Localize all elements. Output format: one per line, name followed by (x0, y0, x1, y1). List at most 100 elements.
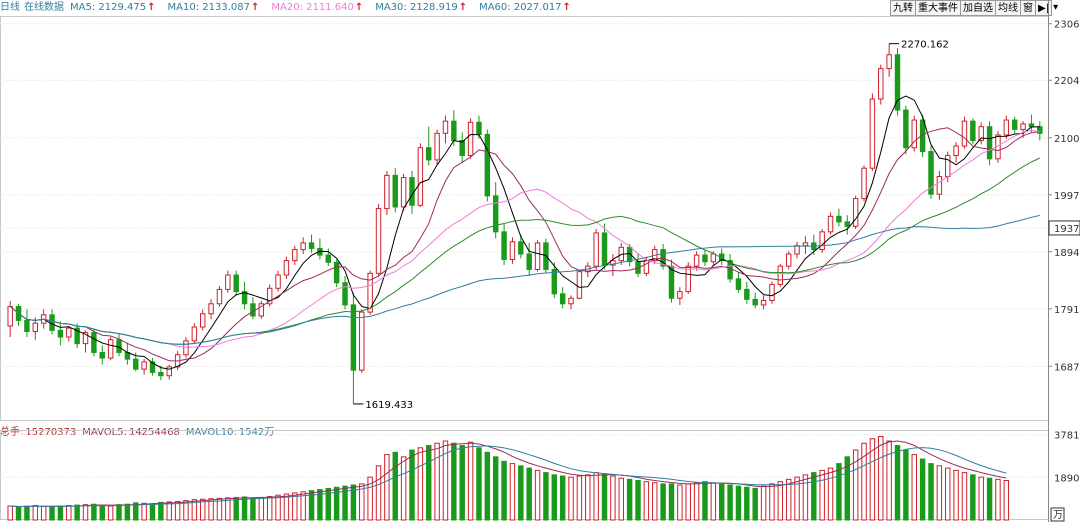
candle-body (133, 358, 139, 370)
volume-bar (49, 506, 55, 521)
volume-bar (509, 463, 516, 521)
volume-bar (40, 505, 47, 521)
candle-body (744, 288, 750, 300)
volume-bar (559, 475, 566, 521)
volume-bar (451, 442, 457, 521)
candle-body (384, 174, 390, 210)
candle-body (961, 120, 968, 147)
volume-bar (32, 505, 39, 521)
candle-body (526, 253, 532, 270)
candle-body (794, 245, 800, 255)
candle-body (945, 154, 951, 177)
candle-body (191, 326, 198, 342)
candle-body (467, 121, 474, 156)
candle-body (936, 175, 943, 195)
current-price-box (1048, 220, 1080, 236)
volume-bar (693, 482, 700, 521)
candle-body (576, 271, 583, 299)
volume-bar (342, 485, 348, 521)
candle-body (308, 242, 315, 249)
candle-body (610, 260, 616, 266)
volume-bar (400, 456, 407, 521)
candle-body (760, 299, 767, 306)
volume-bar (618, 477, 624, 521)
ma5-value: 2129.475 (98, 2, 147, 13)
volume-bar (317, 489, 323, 521)
volume-bar (702, 481, 708, 521)
volume-bar (292, 492, 298, 521)
volume-bar (166, 501, 172, 521)
candle-body (978, 126, 984, 142)
volume-bar (852, 449, 859, 521)
candle-body (82, 332, 89, 345)
price-axis-label: 2100 (1054, 134, 1079, 145)
candle-body (233, 274, 239, 293)
volume-bar (7, 505, 13, 521)
volume-bar (367, 476, 373, 521)
volume-bar (149, 503, 156, 521)
mavol10-line (10, 445, 1007, 508)
volume-bar (760, 485, 767, 521)
volume-bar (585, 474, 591, 521)
candle-body (903, 109, 909, 149)
volume-bar (133, 502, 139, 521)
volume-bar (199, 498, 206, 521)
volume-bar (685, 483, 691, 521)
volume-bar (919, 458, 926, 521)
candle-body (166, 366, 172, 377)
data-source-label: 在线数据 (24, 2, 64, 13)
volume-bar (802, 474, 809, 521)
candle-body (141, 361, 147, 370)
volume-bar (986, 477, 993, 521)
volume-bar (417, 447, 424, 521)
mavol5-value: 14254468 (128, 427, 180, 438)
volume-bar (216, 497, 223, 521)
ma10-value: 2133.087 (202, 2, 250, 13)
volume-bar (191, 499, 198, 521)
candle-body (568, 297, 574, 305)
candle-body (149, 361, 156, 373)
mavol5-line (10, 440, 1007, 508)
candle-body (99, 351, 105, 359)
candle-body (970, 120, 976, 142)
candle-body (685, 265, 691, 293)
volume-bar (626, 478, 633, 521)
ma20-label: MA20: (271, 2, 303, 13)
volume-bar (66, 505, 72, 521)
volume-bar (250, 497, 256, 521)
candle-body (91, 332, 97, 353)
candle-body (626, 246, 633, 263)
candle-body (400, 177, 407, 208)
price-axis-label: 2306 (1054, 20, 1079, 31)
chevron-down-icon[interactable]: ▾ (1053, 2, 1059, 13)
volume-bar (359, 483, 365, 521)
volume-bar (1003, 480, 1010, 521)
jump-to-last-icon[interactable]: ▶| (1035, 0, 1053, 16)
volume-bar (718, 483, 725, 521)
volume-bar (434, 442, 440, 521)
candle-body (1011, 119, 1018, 130)
volume-bar (911, 454, 917, 521)
candle-body (74, 327, 80, 345)
volume-bar (677, 484, 683, 521)
candle-body (283, 260, 290, 276)
ma20-value: 2111.640 (306, 2, 354, 13)
candle-body (559, 293, 566, 305)
volume-bar (652, 482, 658, 521)
candle-body (392, 174, 398, 208)
volume-bar (593, 472, 599, 521)
volume-bar (392, 451, 398, 521)
candle-body (216, 288, 223, 305)
mavol5-label: MAVOL5: (82, 427, 127, 438)
volume-bar (878, 436, 884, 521)
ma60-label: MA60: (479, 2, 511, 13)
candle-body (342, 282, 348, 306)
candle-body (718, 253, 725, 262)
candle-body (24, 319, 30, 332)
volume-bar (158, 501, 164, 521)
volume-bar (568, 476, 574, 521)
volume-bar (970, 474, 976, 521)
volume-bar (844, 456, 851, 521)
